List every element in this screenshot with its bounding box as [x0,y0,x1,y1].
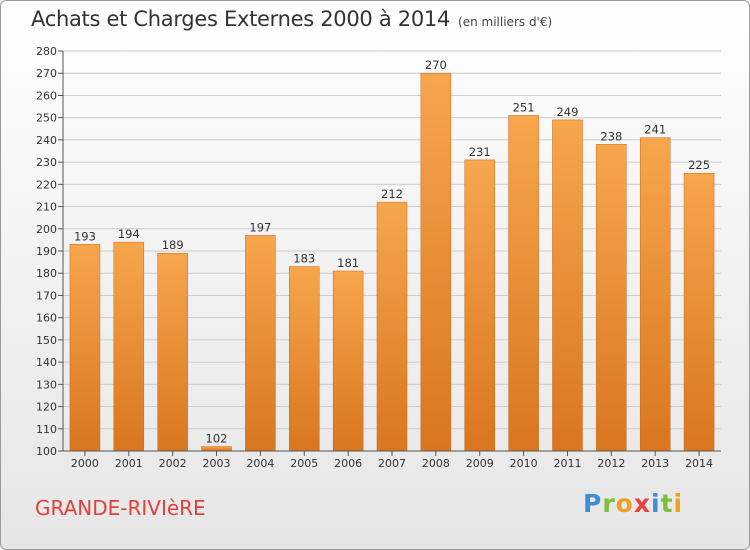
y-tick-label: 160 [36,312,57,325]
chart-title: Achats et Charges Externes 2000 à 2014 (e… [31,7,552,31]
x-tick-label: 2003 [203,457,231,470]
x-tick-label: 2005 [290,457,318,470]
y-tick-label: 140 [36,356,57,369]
y-axis-ticks: 100 110 120 130 140 150 160 170 180 190 200 210 220 2… [36,45,63,458]
logo-letter: i [673,489,684,518]
data-label: 241 [644,123,666,137]
y-tick-label: 210 [36,201,57,214]
y-tick-label: 240 [36,134,57,147]
x-tick-label: 2006 [334,457,362,470]
data-label: 231 [469,145,491,159]
x-tick-label: 2010 [510,457,538,470]
data-label: 194 [118,227,140,241]
y-tick-label: 170 [36,289,57,302]
bar [464,159,495,452]
x-tick-label: 2013 [641,457,669,470]
bar [289,266,320,452]
x-tick-label: 2014 [685,457,713,470]
bar [639,137,671,452]
commune-name: GRANDE-RIVIèRE [35,496,206,520]
data-label: 197 [249,220,271,234]
logo-letter: r [602,489,616,518]
data-label: 189 [162,238,184,252]
x-tick-label: 2009 [466,457,494,470]
y-tick-label: 180 [36,267,57,280]
y-tick-label: 220 [36,178,57,191]
logo-letter: P [583,489,603,518]
y-tick-label: 190 [36,245,57,258]
data-label: 249 [556,105,578,119]
y-tick-label: 150 [36,334,57,347]
x-tick-label: 2007 [378,457,406,470]
y-tick-label: 120 [36,401,57,414]
x-tick-label: 2012 [597,457,625,470]
chart-title-text: Achats et Charges Externes 2000 à 2014 [31,7,451,31]
x-tick-label: 2011 [553,457,581,470]
logo-letter: x [633,489,651,518]
data-label: 270 [425,58,447,72]
y-tick-label: 100 [36,445,57,458]
bar [332,270,364,452]
bar [552,119,583,452]
x-tick-label: 2004 [246,457,274,470]
y-tick-label: 200 [36,223,57,236]
bar [157,252,188,452]
y-tick-label: 130 [36,378,57,391]
data-label: 212 [381,187,403,201]
bar [683,172,715,452]
x-tick-label: 2008 [422,457,450,470]
logo-letter: t [660,489,674,518]
bar [113,241,145,452]
x-tick-label: 2002 [159,457,187,470]
x-axis-ticks: 2000 2001 2002 2003 2004 2005 2006 2007 2008 2009… [71,451,713,470]
data-label: 251 [513,100,535,114]
bar [508,115,539,452]
y-tick-label: 260 [36,89,57,102]
data-label: 181 [337,256,359,270]
data-label: 238 [600,129,622,143]
y-tick-label: 230 [36,156,57,169]
bar [376,201,408,452]
x-tick-label: 2001 [115,457,143,470]
logo-letter: o [615,489,634,518]
bar [420,72,452,452]
bar [69,244,101,452]
data-labels: 193 194 189 102 197 183 181 212 270 231 251 249 238 2… [74,58,710,445]
data-label: 225 [688,158,710,172]
data-label: 193 [74,229,96,243]
bars [69,72,715,452]
bar [596,144,627,452]
data-label: 183 [293,252,315,266]
y-tick-label: 250 [36,112,57,125]
chart-subtitle: (en milliers d'€) [458,15,553,29]
bar [245,235,276,452]
data-label: 102 [206,432,228,446]
proxiti-logo: Proxiti [583,489,683,518]
x-tick-label: 2000 [71,457,99,470]
y-tick-label: 110 [36,423,57,436]
bar [201,446,232,452]
y-tick-label: 270 [36,67,57,80]
logo-letter: i [651,489,661,518]
y-tick-label: 280 [36,45,57,58]
